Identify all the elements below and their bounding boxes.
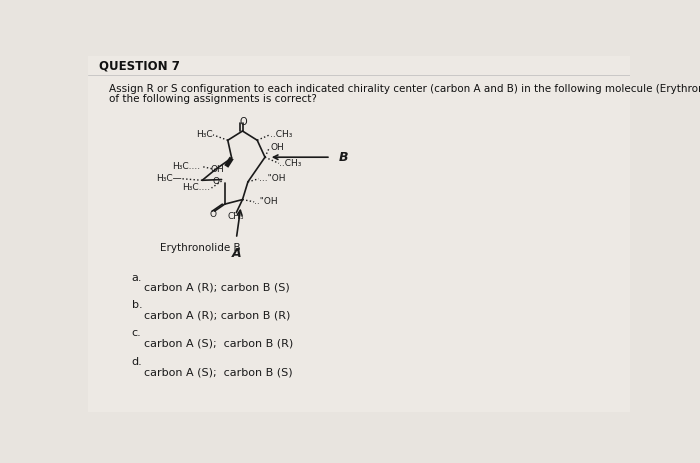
- Text: O: O: [209, 211, 216, 219]
- Text: ..."OH: ..."OH: [259, 174, 286, 183]
- Text: carbon A (R); carbon B (S): carbon A (R); carbon B (S): [144, 283, 290, 293]
- Text: CH₃: CH₃: [228, 212, 244, 221]
- Text: ..CH₃: ..CH₃: [270, 131, 292, 139]
- Text: QUESTION 7: QUESTION 7: [99, 59, 180, 72]
- Text: of the following assignments is correct?: of the following assignments is correct?: [109, 94, 317, 104]
- Text: a.: a.: [132, 273, 142, 283]
- Text: H₃C—: H₃C—: [155, 174, 181, 183]
- FancyBboxPatch shape: [88, 56, 630, 412]
- FancyBboxPatch shape: [88, 56, 630, 412]
- Text: d.: d.: [132, 357, 142, 368]
- Text: O: O: [239, 117, 247, 127]
- Text: OH: OH: [270, 144, 284, 152]
- Text: B: B: [339, 150, 348, 164]
- Text: carbon A (R); carbon B (R): carbon A (R); carbon B (R): [144, 310, 290, 320]
- Text: Erythronolide B: Erythronolide B: [160, 243, 240, 253]
- Text: c.: c.: [132, 328, 141, 338]
- Text: carbon A (S);  carbon B (R): carbon A (S); carbon B (R): [144, 338, 293, 348]
- Text: H₃C....: H₃C....: [183, 183, 211, 193]
- Text: H₃C: H₃C: [196, 131, 212, 139]
- Text: O: O: [212, 177, 219, 186]
- Text: A: A: [232, 246, 241, 260]
- Text: Assign R or S configuration to each indicated chirality center (carbon A and B) : Assign R or S configuration to each indi…: [109, 84, 700, 94]
- Text: b.: b.: [132, 300, 142, 310]
- Text: carbon A (S);  carbon B (S): carbon A (S); carbon B (S): [144, 368, 293, 377]
- Text: OH: OH: [211, 165, 225, 174]
- Text: .."OH: .."OH: [254, 197, 278, 206]
- Text: H₃C....: H₃C....: [172, 162, 201, 171]
- Text: ..CH₃: ..CH₃: [279, 159, 301, 168]
